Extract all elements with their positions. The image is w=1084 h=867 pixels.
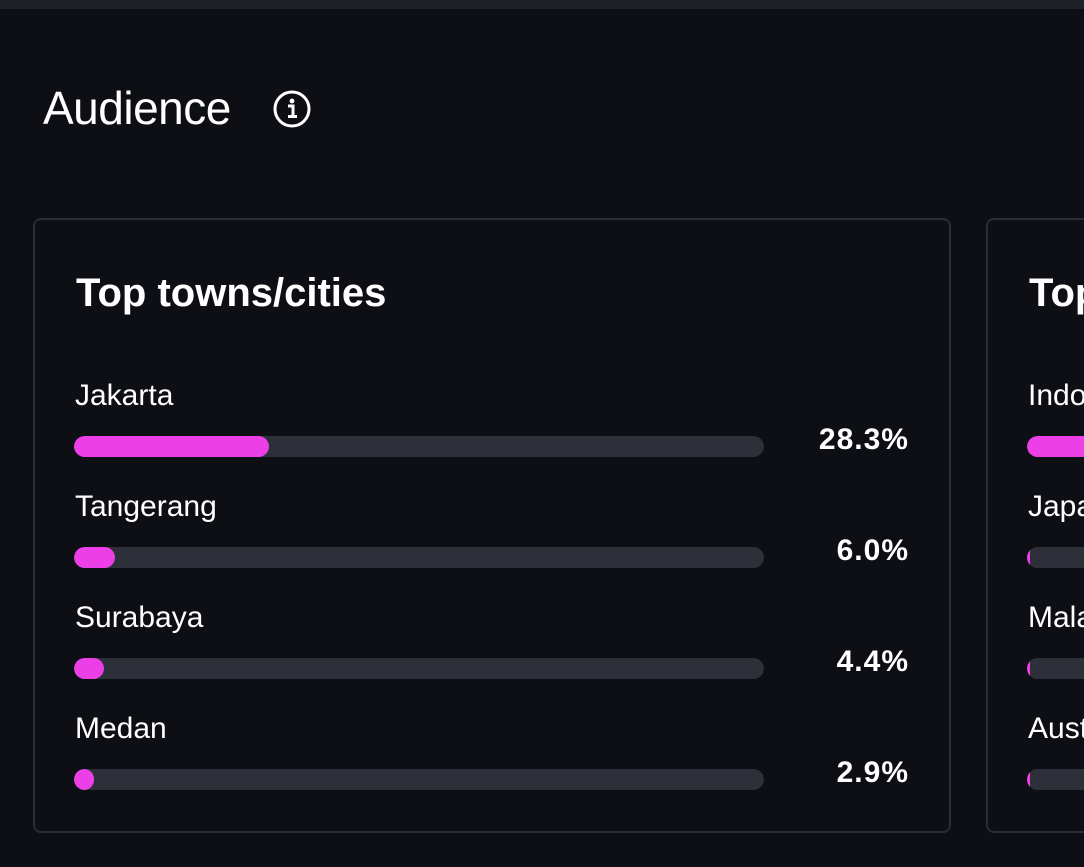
bar xyxy=(1027,769,1030,790)
bar xyxy=(1027,436,1084,457)
info-icon[interactable] xyxy=(272,89,312,129)
row-label: Aust xyxy=(1028,712,1084,745)
value-label: 28.3% xyxy=(818,423,909,456)
bar-track xyxy=(74,769,764,790)
row-label: Tangerang xyxy=(75,490,217,523)
section-title: Audience xyxy=(43,82,231,134)
card: Top towns/cities Jakarta 28.3% Tangerang 6.0… xyxy=(33,218,951,833)
bar xyxy=(1027,658,1030,679)
bar xyxy=(74,436,270,457)
bar-track xyxy=(74,547,764,568)
value-label: 2.9% xyxy=(836,756,909,789)
bar-track xyxy=(74,658,764,679)
row-label: Japa xyxy=(1028,490,1084,523)
top-bar xyxy=(0,0,1084,9)
card-title: Top xyxy=(1029,271,1084,315)
bar xyxy=(74,547,116,568)
bar-track xyxy=(1027,547,1084,568)
value-label: 6.0% xyxy=(836,534,909,567)
bar xyxy=(74,658,105,679)
bar-track xyxy=(1027,658,1084,679)
bar xyxy=(1027,547,1030,568)
row-label: Jakarta xyxy=(75,379,174,412)
card-title: Top towns/cities xyxy=(76,271,387,315)
bar-track xyxy=(1027,769,1084,790)
row-label: Surabaya xyxy=(75,601,204,634)
value-label: 4.4% xyxy=(836,645,909,678)
row-label: Medan xyxy=(75,712,167,745)
row-label: Indo xyxy=(1028,379,1084,412)
bar-track xyxy=(74,436,764,457)
row-label: Mala xyxy=(1028,601,1084,634)
card: Top Indo Japa Mala Aust xyxy=(986,218,1084,833)
bar xyxy=(74,769,94,790)
bar-track xyxy=(1027,436,1084,457)
